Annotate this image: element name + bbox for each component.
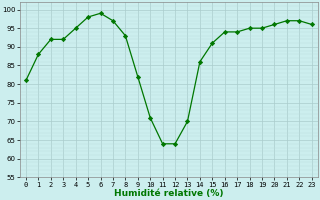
X-axis label: Humidité relative (%): Humidité relative (%) xyxy=(114,189,224,198)
